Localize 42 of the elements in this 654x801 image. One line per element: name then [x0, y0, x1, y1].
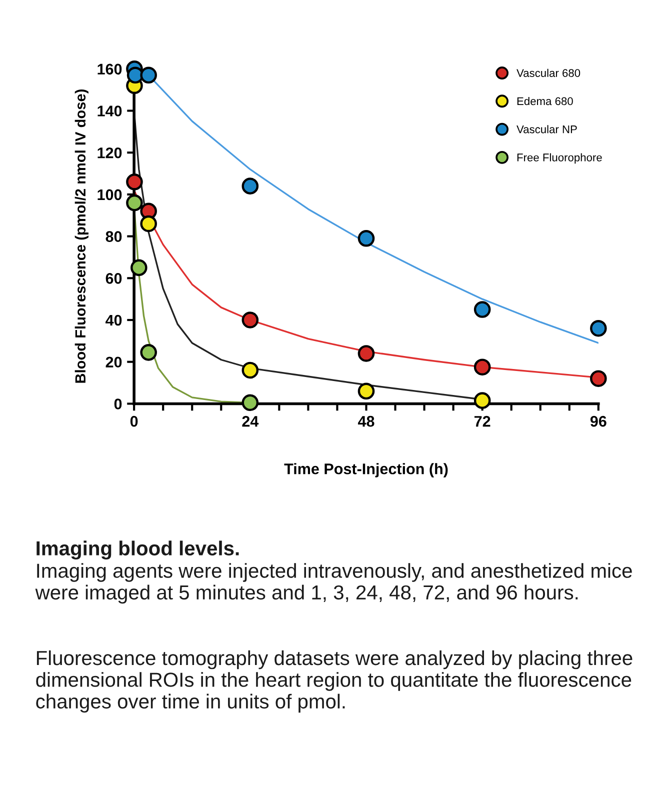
text: Imaging agents were injected intravenously, and anesthetized mice were imaged at 5 minutes and 1, 3, 24, 48, 72, and 96 hours.	[35, 563, 632, 604]
y-tick-label: 80	[106, 231, 122, 242]
text: Imaging blood levels.	[36, 540, 239, 560]
legend-label: Vascular NP	[516, 125, 577, 134]
x-tick-label: 72	[474, 416, 490, 427]
y-tick-label: 120	[98, 147, 122, 158]
legend-label: Vascular 680	[516, 68, 580, 78]
y-tick-label: 160	[98, 64, 122, 75]
point	[242, 394, 259, 412]
y-axis-title: Blood Fluorescence (pmol/2 nmol IV dose)	[74, 90, 88, 383]
x-tick-label: 96	[590, 416, 606, 427]
y-tick-label: 40	[106, 314, 122, 326]
point	[242, 362, 259, 379]
legend-label: Free Fluorophore	[517, 153, 602, 164]
point	[474, 358, 491, 376]
point	[590, 370, 607, 387]
point	[130, 259, 148, 276]
x-tick-label: 24	[242, 416, 259, 427]
point	[126, 194, 143, 212]
y-tick-label: 100	[98, 189, 122, 200]
point	[358, 382, 375, 400]
point	[242, 178, 259, 194]
y-tick-label: 20	[106, 356, 122, 368]
point	[358, 230, 375, 247]
y-tick-label: 0	[114, 398, 122, 410]
x-axis-title: Time Post-Injection (h)	[284, 463, 448, 478]
point	[126, 66, 144, 84]
x-tick-label: 0	[130, 416, 138, 427]
legend-label: Edema 680	[517, 96, 573, 106]
point	[474, 301, 491, 318]
point	[590, 320, 607, 337]
point	[126, 173, 143, 190]
x-tick-label: 48	[358, 416, 374, 427]
text: Fluorescence tomography datasets were analyzed by placing three dimensional ROIs in the heart region to quantitate the fluorescence changes over time in units of pmol.	[36, 650, 632, 713]
point	[242, 312, 259, 328]
point	[474, 392, 491, 409]
point	[358, 345, 375, 362]
point	[140, 66, 157, 84]
point	[140, 344, 157, 361]
y-tick-label: 60	[106, 273, 122, 284]
y-tick-label: 140	[98, 106, 122, 116]
point	[140, 215, 157, 232]
